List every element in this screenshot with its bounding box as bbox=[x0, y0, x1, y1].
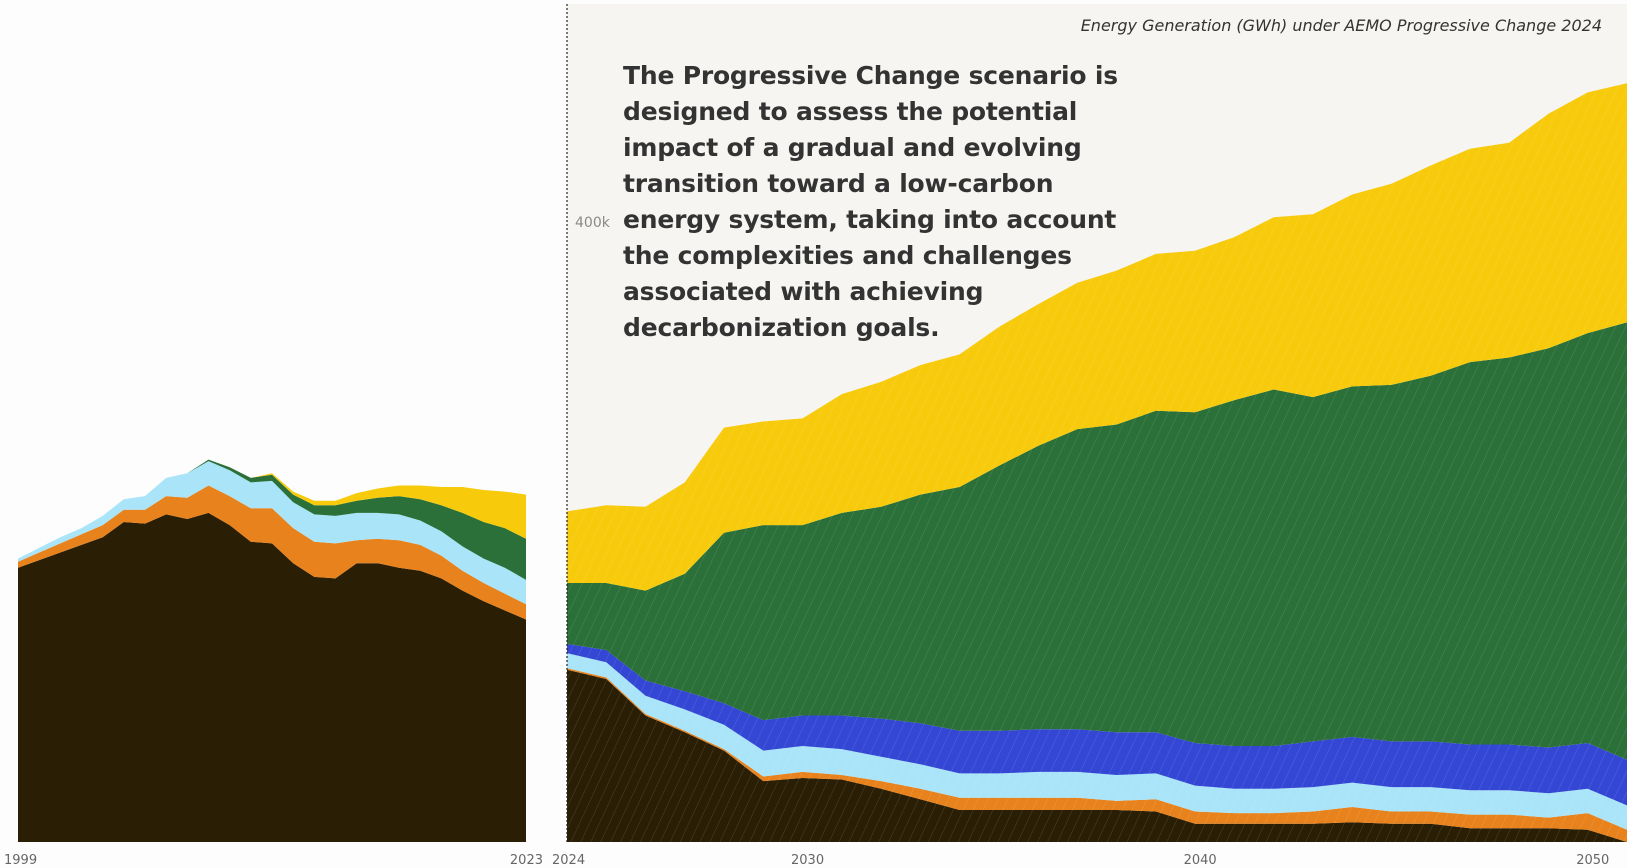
area-coal-historical bbox=[18, 512, 526, 842]
scenario-description: The Progressive Change scenario is desig… bbox=[623, 61, 1118, 342]
area-hydro-historical bbox=[18, 461, 526, 605]
x-axis-ticks: 1999 2023 2024 2030 2040 2050 bbox=[4, 853, 1609, 868]
x-tick-2030: 2030 bbox=[791, 853, 824, 868]
x-tick-2024: 2024 bbox=[552, 853, 585, 868]
projection-area-chart bbox=[567, 83, 1627, 842]
hatch-storage bbox=[567, 643, 1627, 806]
historical-area-chart bbox=[18, 459, 526, 842]
hatch-gas bbox=[567, 668, 1627, 842]
hatch-hydro bbox=[567, 653, 1627, 830]
x-tick-2023: 2023 bbox=[510, 853, 543, 868]
y-tick-label: 400k bbox=[575, 215, 611, 231]
chart-title: Energy Generation (GWh) under AEMO Progr… bbox=[1081, 16, 1602, 35]
x-tick-2050: 2050 bbox=[1576, 853, 1609, 868]
x-tick-1999: 1999 bbox=[4, 853, 37, 868]
hatch-wind bbox=[567, 322, 1627, 760]
hatch-solar bbox=[567, 83, 1627, 591]
area-gas-historical bbox=[18, 485, 526, 620]
area-wind-historical bbox=[18, 459, 526, 580]
x-tick-2040: 2040 bbox=[1184, 853, 1217, 868]
hatch-coal bbox=[567, 669, 1627, 842]
